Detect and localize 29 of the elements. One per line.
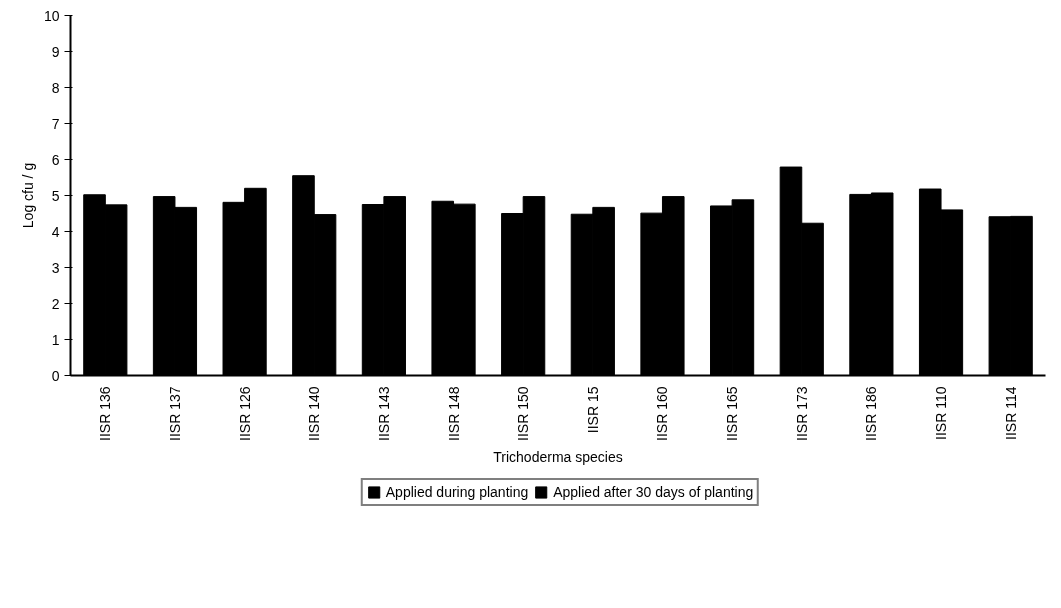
y-tick-label: 0 [51, 367, 60, 384]
x-tick-label: IISR 137 [166, 386, 183, 441]
x-tick-label: IISR 143 [375, 386, 392, 441]
x-tick-label: IISR 165 [724, 386, 741, 441]
x-tick-label: IISR 136 [97, 386, 114, 441]
x-tick-label: IISR 114 [1002, 386, 1019, 440]
x-tick-label: IISR 150 [515, 386, 532, 441]
x-tick-label: IISR 15 [584, 386, 601, 434]
x-tick-label: IISR 126 [236, 386, 253, 441]
x-tick-label: IISR 186 [863, 386, 880, 441]
y-tick-label: 9 [51, 43, 60, 60]
y-tick-label: 5 [51, 187, 60, 204]
y-tick-label: 7 [51, 115, 60, 132]
x-tick-label: IISR 148 [445, 386, 462, 441]
y-tick-label: 1 [51, 331, 60, 348]
legend-label: Applied during planting [385, 484, 529, 500]
legend-label: Applied after 30 days of planting [553, 484, 754, 500]
x-tick-label: IISR 140 [306, 386, 323, 441]
y-tick-label: 3 [51, 259, 60, 276]
y-tick-label: 2 [51, 295, 60, 312]
x-axis-title: Trichoderma species [493, 448, 623, 465]
y-tick-label: 10 [43, 7, 60, 24]
y-axis-title: Log cfu / g [19, 162, 36, 229]
y-tick-label: 6 [51, 151, 60, 168]
y-tick-label: 8 [51, 79, 60, 96]
x-tick-label: IISR 160 [654, 386, 671, 441]
x-tick-label: IISR 173 [793, 386, 810, 441]
x-tick-label: IISR 110 [933, 386, 950, 440]
y-tick-label: 4 [51, 223, 60, 240]
